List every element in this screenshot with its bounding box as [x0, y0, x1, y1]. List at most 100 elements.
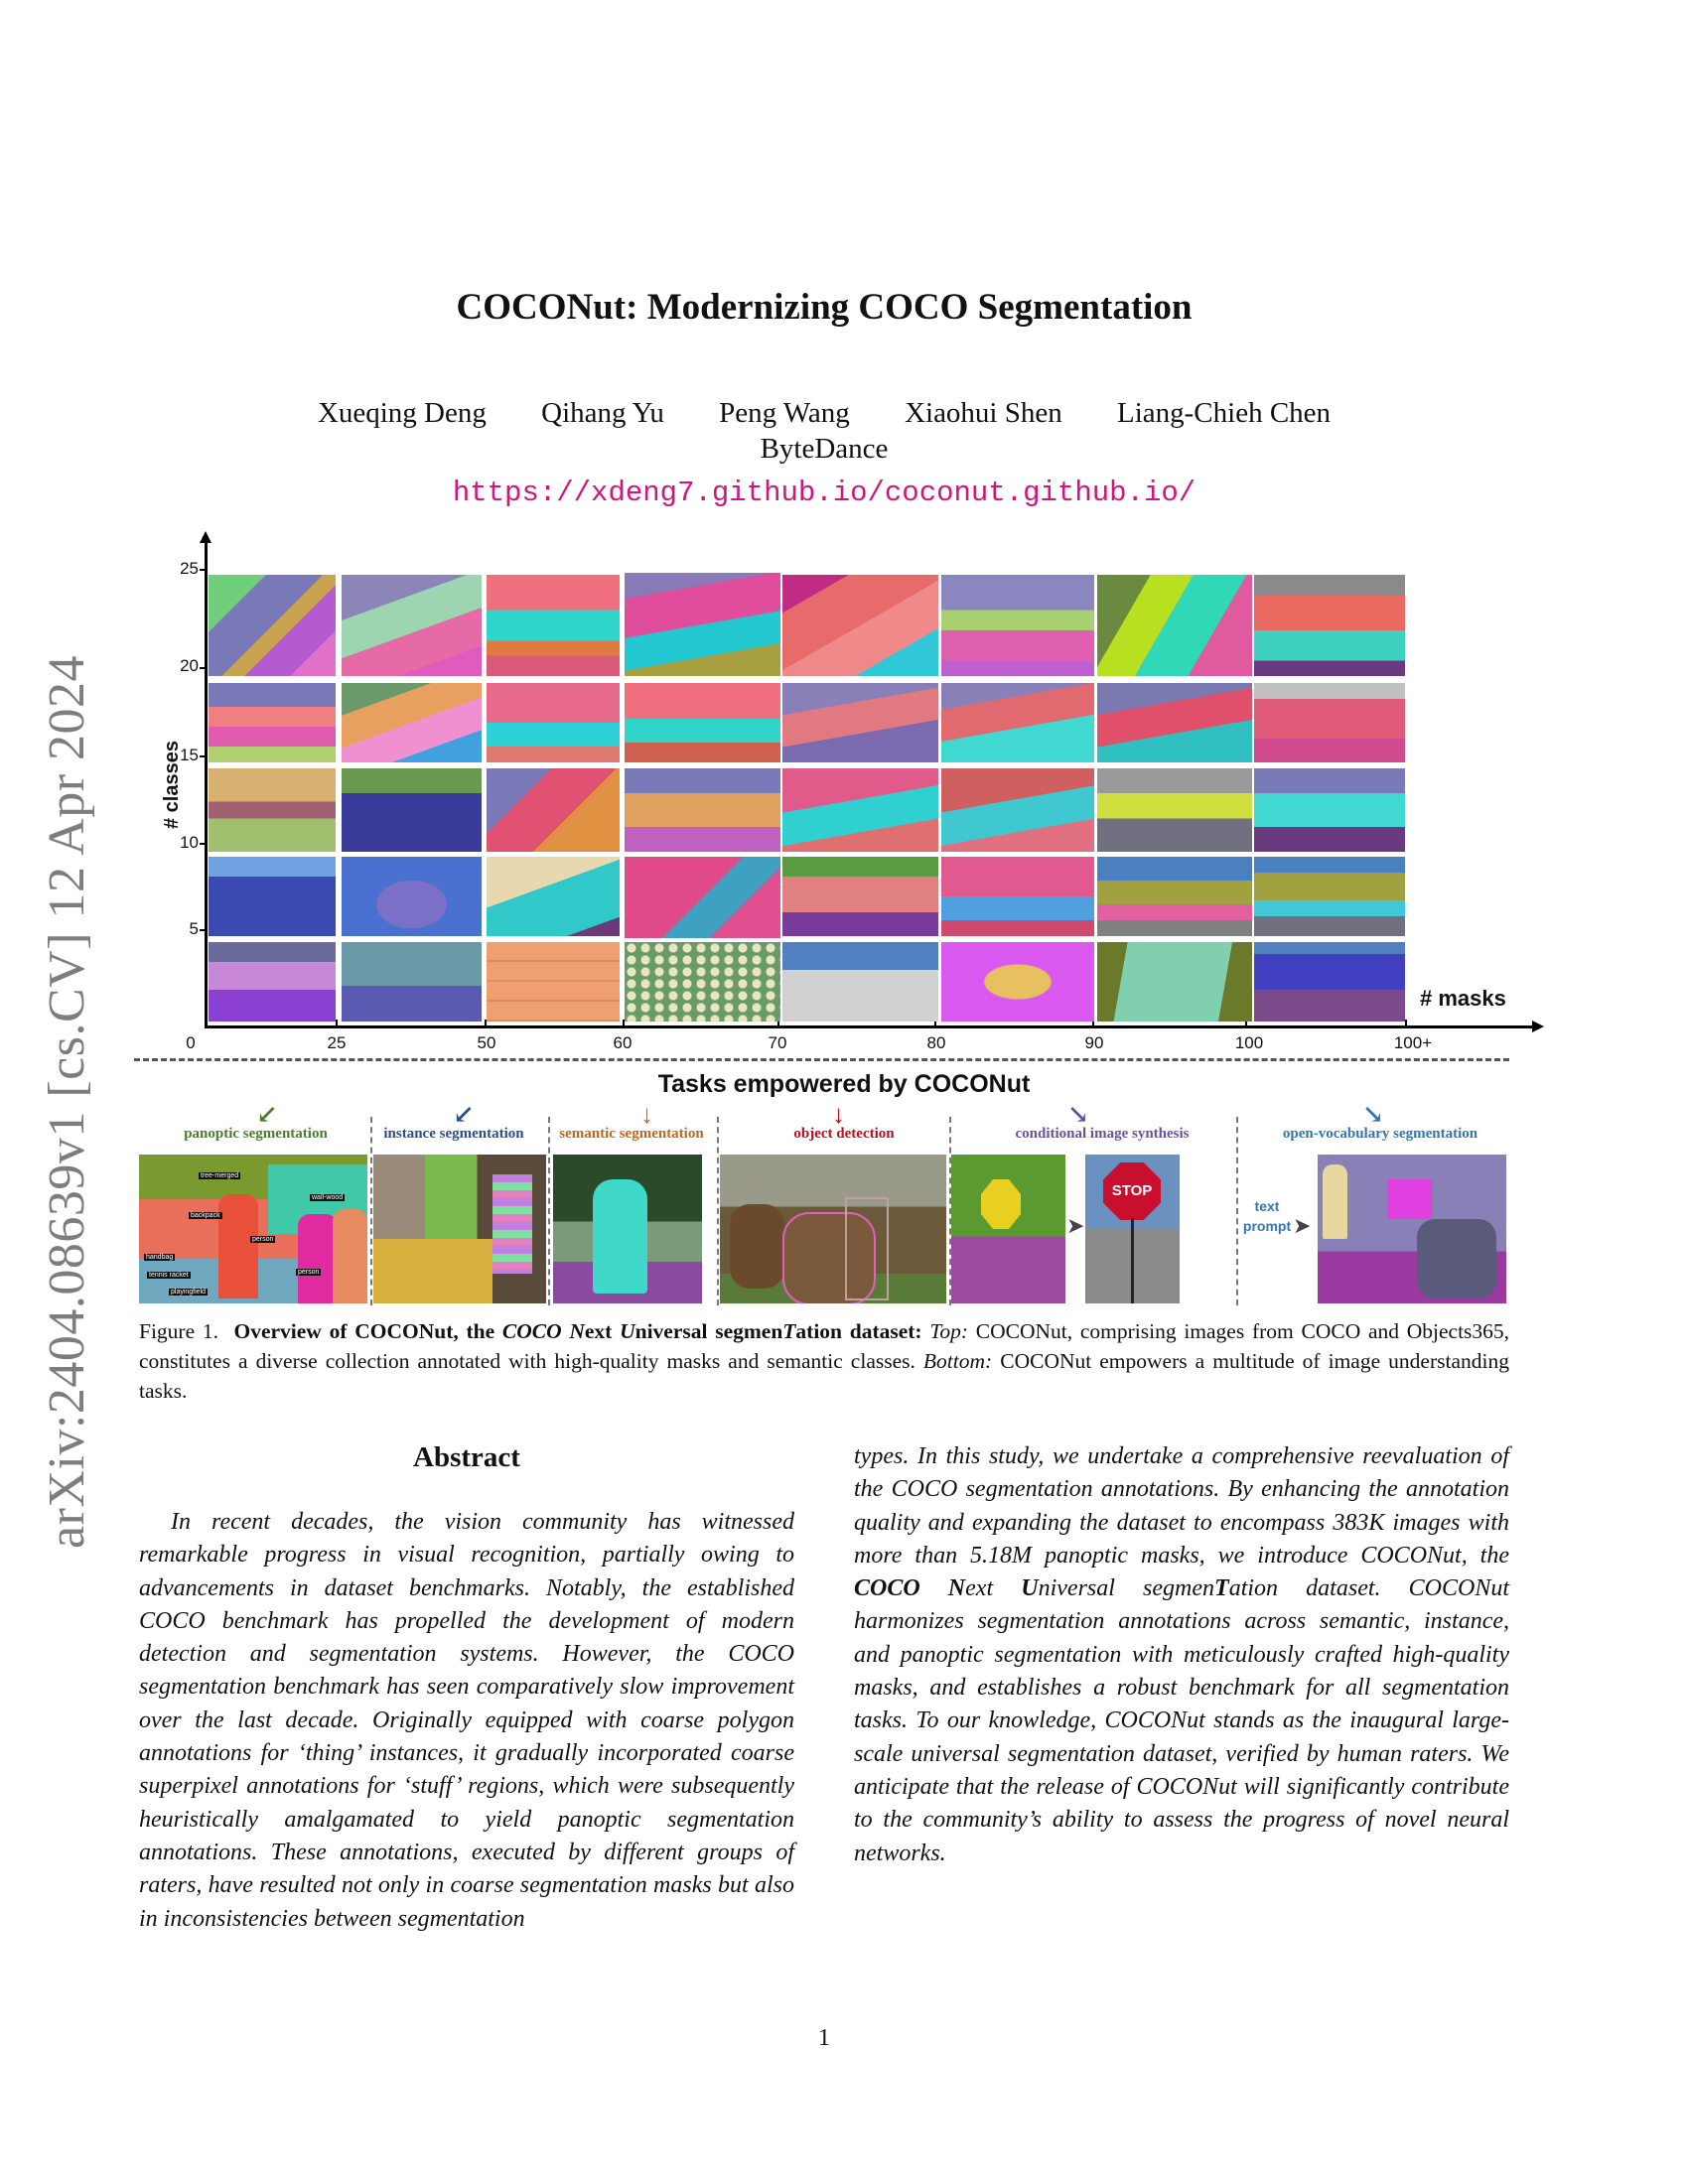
semantic-segmentation-image: [553, 1155, 702, 1303]
y-tick: [200, 843, 208, 845]
segmentation-image-room: [941, 575, 1094, 676]
arrow-down-icon: ↙: [453, 1100, 475, 1129]
y-tick-label: 15: [180, 746, 199, 764]
open-vocabulary-segmentation-image: [1318, 1155, 1506, 1303]
caption-top-text: COCONut, comprising images from COCO and…: [139, 1319, 1510, 1373]
abstract-emph: COCO N: [854, 1575, 966, 1602]
segmentation-image-classroom: [487, 575, 620, 676]
arrow-down-icon: ↓: [832, 1100, 845, 1129]
panoptic-tag: wall-wood: [310, 1194, 346, 1201]
segmentation-image-kitchen: [209, 575, 336, 676]
segmentation-image-bar: [1097, 575, 1252, 676]
arrow-down-right-icon: ↘: [1067, 1100, 1089, 1129]
segmentation-image-banquet: [1254, 575, 1405, 676]
segmentation-image-lake-boats: [209, 857, 336, 936]
x-tick-label: 60: [613, 1033, 633, 1052]
task-separator: [370, 1117, 372, 1305]
caption-bottom-label: Bottom:: [922, 1349, 993, 1373]
caption-label: Figure 1.: [139, 1319, 218, 1343]
panoptic-tag: person: [250, 1236, 276, 1243]
y-axis-arrow-icon: [200, 531, 211, 543]
synthesis-layout-image: [951, 1155, 1065, 1303]
segmentation-image-letter-d: [941, 942, 1094, 1022]
y-tick: [200, 667, 208, 669]
author: Qihang Yu: [541, 397, 664, 429]
text-prompt-label: text prompt: [1239, 1196, 1295, 1236]
segmentation-image-dinner: [941, 768, 1094, 852]
y-tick-label: 25: [180, 559, 199, 578]
tasks-title: Tasks empowered by COCONut: [657, 1070, 1031, 1098]
task-separator: [949, 1117, 951, 1305]
arrow-right-icon: ➤: [1066, 1213, 1085, 1238]
panoptic-tag: person: [296, 1269, 322, 1276]
segmentation-image-lounge: [342, 683, 482, 762]
x-tick-label: 100+: [1393, 1033, 1433, 1052]
abstract-emph: U: [1021, 1575, 1039, 1602]
segmentation-image-party: [487, 683, 620, 762]
x-axis: [205, 1025, 1535, 1028]
author: Liang-Chieh Chen: [1117, 397, 1332, 429]
project-url-link[interactable]: https://xdeng7.github.io/coconut.github.…: [452, 477, 1196, 509]
x-tick: [1245, 1020, 1247, 1027]
segmentation-image-shop: [487, 768, 620, 852]
segmentation-image-dumplings: [487, 857, 620, 936]
text-prompt-line: text: [1254, 1198, 1280, 1214]
segmentation-image-market: [1097, 768, 1252, 852]
abstract-text: niversal segmen: [1038, 1575, 1215, 1602]
y-tick: [200, 755, 208, 757]
segmentation-image-cafeteria: [941, 857, 1094, 936]
y-tick: [200, 569, 208, 571]
segmentation-image-closeup: [625, 857, 780, 938]
author: Peng Wang: [719, 397, 850, 429]
x-tick: [934, 1020, 936, 1027]
caption-emph: COCO N: [501, 1319, 585, 1343]
segmentation-image-shelves: [487, 942, 620, 1022]
panoptic-segmentation-image: tree-merged wall-wood person person back…: [139, 1155, 367, 1303]
segmentation-image-cat: [209, 942, 336, 1022]
segmentation-image-crowd-table: [782, 575, 938, 676]
paper-title: COCONut: Modernizing COCO Segmentation: [456, 287, 1193, 328]
task-label-detection: object detection: [793, 1126, 895, 1142]
segmentation-image-living-room: [209, 683, 336, 762]
abstract-right-column: types. In this study, we undertake a com…: [854, 1440, 1509, 1870]
panoptic-tag: handbag: [144, 1254, 176, 1261]
caption-top-label: Top:: [929, 1319, 969, 1343]
x-tick: [1092, 1020, 1094, 1027]
x-tick-label: 50: [477, 1033, 496, 1052]
x-tick: [485, 1020, 487, 1027]
task-label-semantic: semantic segmentation: [559, 1126, 704, 1142]
x-axis-title: # masks: [1420, 986, 1506, 1011]
x-axis-arrow-icon: [1532, 1021, 1544, 1032]
abstract-text: ation dataset. COCONut harmonizes segmen…: [854, 1575, 1510, 1866]
caption-part: ation dataset:: [795, 1319, 922, 1343]
abstract-text: types. In this study, we undertake a com…: [854, 1443, 1509, 1569]
caption-bottom-text: COCONut empowers a multitude of image un…: [139, 1349, 1509, 1403]
x-tick-label: 25: [327, 1033, 347, 1052]
author: Xueqing Deng: [317, 397, 487, 429]
x-tick-label: 90: [1084, 1033, 1104, 1052]
object-detection-image: [720, 1155, 946, 1303]
arxiv-identifier-stamp: arXiv:2404.08639v1 [cs.CV] 12 Apr 2024: [39, 654, 95, 1549]
x-tick: [1405, 1020, 1407, 1027]
figure-image-grid: # classes # masks 25 20 15 10 5 0 25 50 …: [139, 531, 1544, 1052]
figure-caption: Figure 1. Overview of COCONut, the COCO …: [139, 1316, 1509, 1406]
y-tick-label: 5: [189, 919, 199, 938]
x-tick: [623, 1020, 625, 1027]
caption-part: ext: [584, 1319, 621, 1343]
x-tick-label: 100: [1234, 1033, 1264, 1052]
task-separator: [1236, 1117, 1238, 1305]
segmentation-image-perspective: [1097, 942, 1252, 1022]
x-tick-label: 80: [926, 1033, 946, 1052]
x-tick-label: 0: [186, 1033, 196, 1052]
panoptic-tag: tree-merged: [199, 1172, 241, 1179]
x-tick: [777, 1020, 779, 1027]
segmentation-image-restaurant: [1254, 768, 1405, 852]
segmentation-image-field-plants: [782, 942, 938, 1022]
segmentation-image-canal: [342, 768, 482, 852]
task-label-synthesis: conditional image synthesis: [1015, 1126, 1190, 1142]
segmentation-image-egg-tray: [625, 942, 780, 1022]
abstract-left-column: In recent decades, the vision community …: [139, 1509, 794, 1932]
segmentation-image-feast: [782, 768, 938, 852]
abstract-emph: T: [1214, 1575, 1229, 1602]
x-tick: [336, 1020, 338, 1027]
